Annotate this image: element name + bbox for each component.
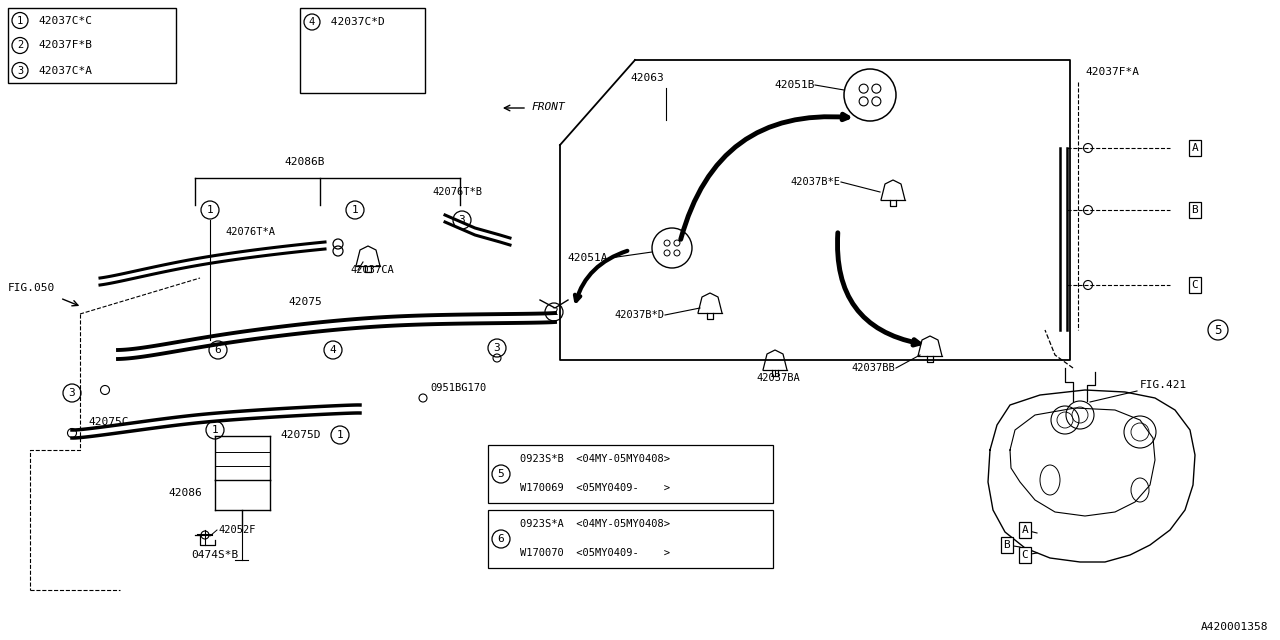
- Text: 42051A: 42051A: [567, 253, 608, 263]
- Text: FIG.421: FIG.421: [1140, 380, 1188, 390]
- Text: 42037B*E: 42037B*E: [790, 177, 840, 187]
- Text: 2: 2: [17, 40, 23, 51]
- Text: 42075C: 42075C: [88, 417, 128, 427]
- Text: 42037F*A: 42037F*A: [1085, 67, 1139, 77]
- Text: 1: 1: [352, 205, 358, 215]
- Text: 6: 6: [498, 534, 504, 544]
- Text: 42075D: 42075D: [280, 430, 320, 440]
- Text: 42086: 42086: [168, 488, 202, 498]
- Text: C: C: [1021, 550, 1028, 560]
- Text: A: A: [1021, 525, 1028, 535]
- Text: 42037F*B: 42037F*B: [38, 40, 92, 51]
- Text: 2: 2: [550, 307, 557, 317]
- Text: 42037C*D: 42037C*D: [324, 17, 385, 27]
- Text: 42076T*B: 42076T*B: [433, 187, 483, 197]
- Text: 1: 1: [17, 15, 23, 26]
- Text: 0923S*A  <04MY-05MY0408>: 0923S*A <04MY-05MY0408>: [520, 519, 669, 529]
- Text: 4: 4: [308, 17, 315, 27]
- Text: 42037BB: 42037BB: [851, 363, 895, 373]
- Text: W170070  <05MY0409-    >: W170070 <05MY0409- >: [520, 548, 669, 558]
- Text: 42075: 42075: [288, 297, 321, 307]
- Text: 3: 3: [494, 343, 500, 353]
- Text: 1: 1: [211, 425, 219, 435]
- Text: 5: 5: [1215, 323, 1221, 337]
- FancyBboxPatch shape: [488, 445, 773, 503]
- Text: FRONT: FRONT: [532, 102, 566, 112]
- Text: FIG.050: FIG.050: [8, 283, 55, 293]
- Text: 3: 3: [17, 65, 23, 76]
- Text: B: B: [1004, 540, 1010, 550]
- Text: 0951BG170: 0951BG170: [430, 383, 486, 393]
- Text: 42076T*A: 42076T*A: [225, 227, 275, 237]
- FancyBboxPatch shape: [488, 510, 773, 568]
- Text: 42086B: 42086B: [284, 157, 325, 167]
- Text: 42063: 42063: [630, 73, 664, 83]
- Text: A: A: [1192, 143, 1198, 153]
- FancyBboxPatch shape: [8, 8, 177, 83]
- FancyBboxPatch shape: [300, 8, 425, 93]
- Text: 42037C*C: 42037C*C: [38, 15, 92, 26]
- Text: 42051B: 42051B: [774, 80, 815, 90]
- Text: 42037B*D: 42037B*D: [614, 310, 664, 320]
- Text: B: B: [1192, 205, 1198, 215]
- Text: 1: 1: [337, 430, 343, 440]
- Text: W170069  <05MY0409-    >: W170069 <05MY0409- >: [520, 483, 669, 493]
- Text: 6: 6: [215, 345, 221, 355]
- Text: 3: 3: [69, 388, 76, 398]
- Text: 5: 5: [498, 469, 504, 479]
- Text: 42052F: 42052F: [218, 525, 256, 535]
- Text: 42037BA: 42037BA: [756, 373, 800, 383]
- Text: 42037C*A: 42037C*A: [38, 65, 92, 76]
- Text: 3: 3: [458, 215, 466, 225]
- Text: C: C: [1192, 280, 1198, 290]
- Text: 42037CA: 42037CA: [349, 265, 394, 275]
- Text: 1: 1: [206, 205, 214, 215]
- Text: 0923S*B  <04MY-05MY0408>: 0923S*B <04MY-05MY0408>: [520, 454, 669, 464]
- Text: A420001358: A420001358: [1201, 622, 1268, 632]
- Text: 0474S*B: 0474S*B: [192, 550, 238, 560]
- Text: 4: 4: [330, 345, 337, 355]
